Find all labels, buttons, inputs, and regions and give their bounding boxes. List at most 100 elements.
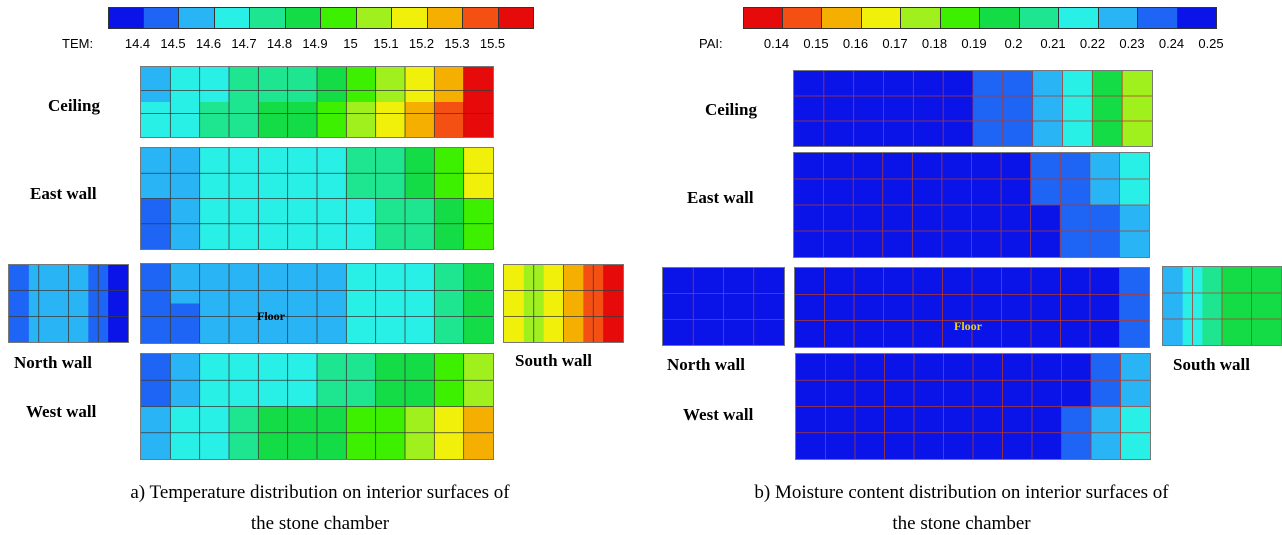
- contour-cell: [1060, 268, 1091, 309]
- colorbar-swatch: [743, 7, 783, 29]
- contour-cell: [405, 303, 435, 343]
- contour-map: [141, 67, 493, 137]
- temperature-caption: a) Temperature distribution on interior …: [0, 477, 640, 535]
- contour-cell: [663, 306, 694, 345]
- contour-cell: [463, 67, 493, 103]
- contour-cell: [317, 67, 347, 103]
- contour-cell: [1092, 108, 1123, 146]
- moisture-east-wall-map: [793, 152, 1150, 258]
- contour-cell: [9, 303, 30, 342]
- colorbar-swatch: [179, 7, 215, 29]
- north-wall-label: North wall: [14, 353, 92, 372]
- contour-cell: [1222, 267, 1243, 307]
- west-wall-label: West wall: [26, 402, 97, 421]
- contour-cell: [229, 67, 259, 103]
- contour-cell: [170, 67, 201, 103]
- colorbar-tick-label: 0.17: [882, 36, 908, 51]
- contour-cell: [1031, 307, 1062, 347]
- contour-cell: [1090, 268, 1121, 309]
- contour-cell: [823, 108, 855, 146]
- colorbar-swatch: [1177, 7, 1217, 29]
- contour-cell: [943, 71, 974, 110]
- contour-cell: [434, 264, 465, 305]
- contour-cell: [258, 67, 289, 103]
- ceiling-label: Ceiling: [705, 100, 757, 119]
- colorbar-tick-label: 15.2: [408, 36, 435, 51]
- contour-cell: [141, 102, 171, 137]
- contour-cell: [543, 303, 565, 342]
- colorbar-tick-label: 0.25: [1198, 36, 1224, 51]
- contour-cell: [543, 265, 565, 305]
- contour-cell: [1001, 307, 1032, 347]
- colorbar-swatch: [1098, 7, 1138, 29]
- ceiling-label: Ceiling: [48, 96, 100, 115]
- contour-cell: [1001, 268, 1032, 309]
- colorbar-swatch: [822, 7, 862, 29]
- moisture-caption: b) Moisture content distribution on inte…: [641, 477, 1282, 535]
- contour-cell: [229, 264, 259, 305]
- colorbar-swatch: [1138, 7, 1178, 29]
- colorbar-swatch: [143, 7, 179, 29]
- contour-cell: [824, 307, 855, 347]
- contour-cell: [199, 102, 230, 137]
- temperature-east-wall-map: [140, 147, 494, 250]
- colorbar-swatch: [463, 7, 499, 29]
- contour-cell: [823, 71, 855, 110]
- contour-cell: [883, 268, 914, 309]
- contour-cell: [317, 102, 347, 137]
- contour-cell: [48, 265, 70, 305]
- colorbar-tick-label: 0.24: [1158, 36, 1185, 51]
- contour-cell: [287, 264, 318, 305]
- temperature-colorbar: [108, 7, 534, 29]
- contour-cell: [1032, 71, 1064, 110]
- contour-cell: [824, 268, 855, 309]
- temperature-floor-map: [140, 263, 494, 344]
- colorbar-tick-label: 14.8: [266, 36, 293, 51]
- contour-cell: [68, 265, 89, 305]
- contour-cell: [723, 268, 755, 308]
- contour-cell: [1122, 108, 1152, 146]
- contour-cell: [1222, 306, 1243, 345]
- contour-cell: [1163, 306, 1184, 345]
- contour-cell: [141, 264, 171, 305]
- contour-cell: [1163, 267, 1184, 307]
- contour-map: [141, 264, 493, 343]
- colorbar-swatch: [901, 7, 941, 29]
- colorbar-swatch: [782, 7, 822, 29]
- contour-cell: [48, 303, 70, 342]
- contour-cell: [434, 102, 465, 137]
- contour-cell: [1002, 108, 1034, 146]
- contour-cell: [1060, 307, 1091, 347]
- contour-cell: [883, 108, 914, 146]
- contour-cell: [346, 67, 377, 103]
- contour-cell: [913, 71, 944, 110]
- colorbar-swatch: [392, 7, 428, 29]
- moisture-north-wall-map: [662, 267, 785, 346]
- contour-cell: [1261, 267, 1281, 307]
- contour-map: [141, 354, 493, 459]
- contour-cell: [972, 268, 1003, 309]
- contour-cell: [405, 102, 435, 137]
- east-wall-label: East wall: [687, 188, 754, 207]
- colorbar-tick-label: 0.18: [921, 36, 948, 51]
- temperature-scale-label: TEM:: [62, 36, 94, 51]
- contour-cell: [913, 108, 944, 146]
- colorbar-tick-label: 14.4: [124, 36, 151, 51]
- colorbar-tick-label: 0.2: [1004, 36, 1023, 51]
- temperature-caption-line1: a) Temperature distribution on interior …: [130, 482, 510, 503]
- contour-map: [9, 265, 128, 342]
- floor-label: Floor: [257, 309, 285, 323]
- contour-cell: [141, 67, 171, 103]
- contour-cell: [108, 265, 128, 305]
- contour-cell: [463, 303, 493, 343]
- contour-cell: [170, 102, 201, 137]
- colorbar-tick-label: 0.23: [1119, 36, 1145, 51]
- colorbar-tick-label: 0.21: [1040, 36, 1066, 51]
- colorbar-tick-label: 15.3: [444, 36, 470, 51]
- contour-cell: [723, 306, 755, 345]
- contour-cell: [434, 67, 465, 103]
- moisture-ceiling-map: [793, 70, 1153, 147]
- colorbar-swatch: [427, 7, 463, 29]
- contour-cell: [170, 264, 201, 305]
- contour-map: [794, 153, 1149, 257]
